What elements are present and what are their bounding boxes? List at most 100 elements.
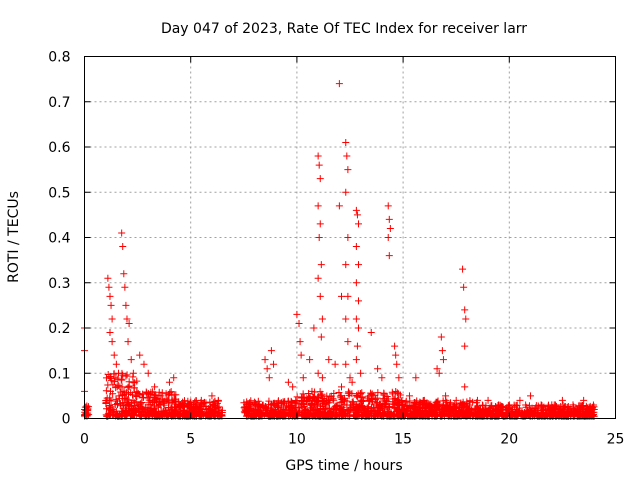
data-point [119, 399, 127, 407]
data-point [469, 411, 477, 419]
data-point [218, 406, 226, 414]
data-point [337, 406, 345, 414]
data-point [459, 402, 467, 410]
data-point [121, 283, 129, 291]
data-point [567, 407, 575, 415]
data-point [245, 411, 253, 419]
data-point [410, 411, 418, 419]
data-point [315, 161, 323, 169]
data-point [112, 384, 120, 392]
data-point [112, 360, 120, 368]
chart-title: Day 047 of 2023, Rate Of TEC Index for r… [161, 21, 527, 37]
data-point [385, 403, 393, 411]
data-point [304, 409, 312, 417]
data-point [526, 411, 534, 419]
data-point [114, 369, 122, 377]
data-point [151, 391, 159, 399]
axis-ticks [84, 56, 616, 419]
data-point [167, 388, 175, 396]
data-point [252, 401, 260, 409]
y-tick-labels: 0 0.1 0.2 0.3 0.4 0.5 0.6 0.7 0.8 [48, 50, 70, 428]
data-point [149, 397, 157, 405]
data-point [115, 392, 123, 400]
data-point [410, 403, 418, 411]
data-point [316, 404, 324, 412]
data-point [123, 371, 131, 379]
data-point [537, 401, 545, 409]
data-point [357, 401, 365, 409]
data-point [175, 403, 183, 411]
data-point [103, 405, 111, 413]
data-point [532, 402, 540, 410]
data-point [392, 351, 400, 359]
data-point [344, 166, 352, 174]
data-point [352, 279, 360, 287]
data-point [530, 406, 538, 414]
data-point [527, 392, 535, 400]
data-point [349, 398, 357, 406]
data-point [346, 374, 354, 382]
data-point [461, 342, 469, 350]
data-point [296, 338, 304, 346]
data-point [481, 405, 489, 413]
data-point [305, 390, 313, 398]
data-point [367, 404, 375, 412]
y-tick-label: 0.4 [48, 231, 70, 247]
data-point [284, 378, 292, 386]
y-tick-label: 0.2 [48, 321, 70, 337]
data-point [331, 360, 339, 368]
data-point [314, 202, 322, 210]
data-point [556, 411, 564, 419]
data-point [113, 383, 121, 391]
data-point [124, 338, 132, 346]
data-point [299, 374, 307, 382]
data-point [321, 411, 329, 419]
data-point [263, 406, 271, 414]
data-point [569, 401, 577, 409]
data-point [464, 404, 472, 412]
data-point [353, 211, 361, 219]
data-point [564, 402, 572, 410]
data-point [339, 410, 347, 418]
data-point [419, 397, 427, 405]
data-point [129, 378, 137, 386]
data-point [589, 401, 597, 409]
data-point [348, 378, 356, 386]
data-point [380, 389, 388, 397]
data-point [267, 347, 275, 355]
data-point [401, 402, 409, 410]
x-tick-label: 15 [394, 432, 412, 448]
data-point [293, 310, 301, 318]
data-point [318, 399, 326, 407]
data-point [151, 383, 159, 391]
data-point [527, 409, 535, 417]
data-point [121, 395, 129, 403]
data-point [505, 401, 513, 409]
data-point [319, 396, 327, 404]
data-point [414, 402, 422, 410]
data-point [250, 398, 258, 406]
data-point [560, 410, 568, 418]
data-point [317, 392, 325, 400]
data-point [437, 333, 445, 341]
data-point [486, 409, 494, 417]
data-point [484, 396, 492, 404]
data-point [384, 234, 392, 241]
data-point [317, 261, 325, 269]
data-point [120, 270, 128, 278]
data-point [357, 369, 365, 377]
data-point [129, 410, 137, 418]
data-point [374, 365, 382, 373]
data-point [433, 365, 441, 373]
data-point [460, 283, 468, 291]
data-point [306, 395, 314, 403]
data-point [513, 407, 521, 415]
data-point [405, 405, 413, 413]
data-point [461, 383, 469, 391]
data-point [545, 402, 553, 410]
data-point [548, 410, 556, 418]
data-point [121, 406, 129, 414]
data-point [295, 319, 303, 327]
data-point [305, 409, 313, 417]
data-point [262, 403, 270, 411]
